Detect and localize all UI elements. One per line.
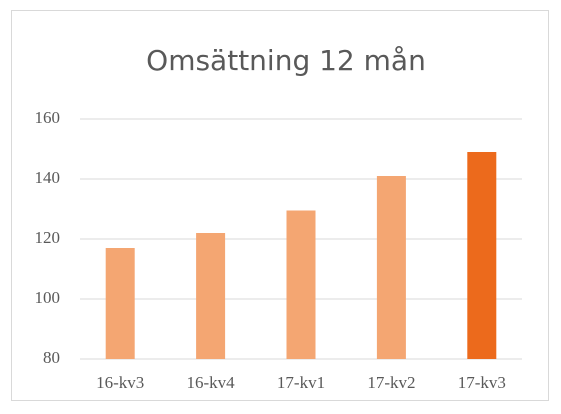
bar <box>376 176 406 359</box>
bar <box>467 152 497 359</box>
bar <box>105 248 135 359</box>
x-tick-label: 16-kv3 <box>96 373 144 392</box>
x-tick-label: 16-kv4 <box>187 373 236 392</box>
bar <box>196 233 226 359</box>
x-tick-label: 17-kv3 <box>458 373 506 392</box>
y-tick-label: 160 <box>35 108 61 127</box>
chart-title: Omsättning 12 mån <box>146 44 426 77</box>
x-tick-label: 17-kv2 <box>367 373 415 392</box>
x-tick-label: 17-kv1 <box>277 373 325 392</box>
bar <box>286 210 316 359</box>
y-tick-label: 100 <box>35 288 61 307</box>
y-tick-label: 80 <box>43 348 60 367</box>
y-tick-label: 120 <box>35 228 61 247</box>
y-tick-label: 140 <box>35 168 61 187</box>
chart-border <box>11 10 549 401</box>
